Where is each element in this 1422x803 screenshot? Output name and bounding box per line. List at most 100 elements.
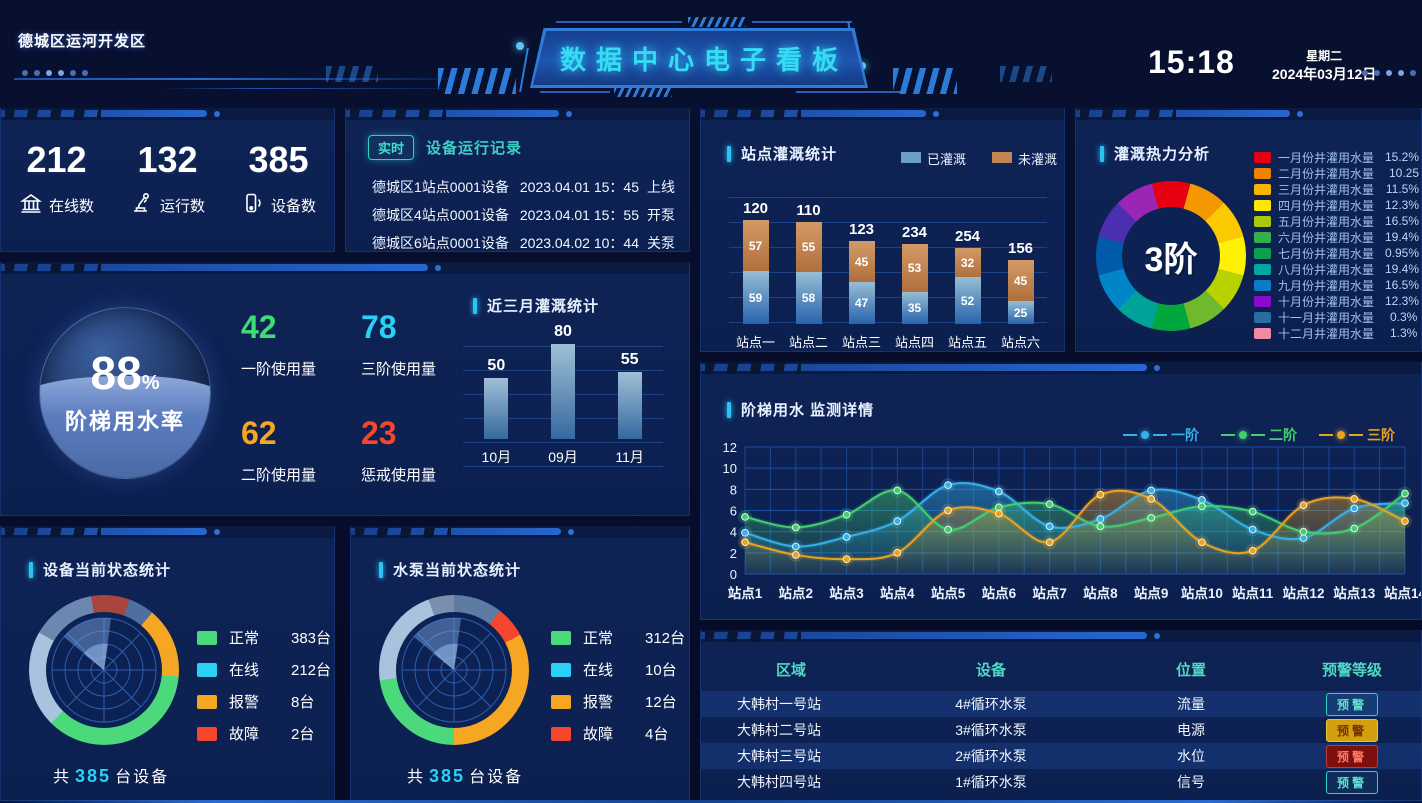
status-legend-item[interactable]: 故障 4台 <box>551 723 685 744</box>
water-label: 阶梯用水率 <box>64 409 185 434</box>
title-marker <box>727 145 731 162</box>
svg-text:站点10: 站点10 <box>1181 585 1223 601</box>
line-legend-item[interactable]: 一阶 <box>1123 425 1199 445</box>
stat-running: 132 运行数 <box>130 139 205 219</box>
device-status-ring-chart <box>29 595 179 745</box>
heat-legend-item[interactable]: 十二月井灌用水量 1.3% <box>1254 325 1419 341</box>
warning-badge[interactable]: 预警 <box>1326 770 1378 794</box>
svg-text:站点12: 站点12 <box>1282 585 1324 601</box>
table-row: 大韩村一号站 4#循环水泵 流量 预警 <box>701 691 1422 717</box>
metric-tier3: 78 三阶使用量 <box>361 309 437 378</box>
banner-bottom-line-2 <box>796 91 906 93</box>
heat-legend-item[interactable]: 十一月井灌用水量 0.3% <box>1254 309 1419 325</box>
status-legend-item[interactable]: 正常 312台 <box>551 627 685 648</box>
line-legend-item[interactable]: 二阶 <box>1221 425 1297 445</box>
device-status-title: 设备当前状态统计 <box>29 559 171 580</box>
realtime-badge: 实时 <box>368 135 415 160</box>
donut-center-label: 3阶 <box>1144 240 1198 279</box>
panel-decoration <box>346 108 689 120</box>
log-record: 德城区1站点 0001设备 2023.04.01 15：45 上线 <box>372 179 675 195</box>
banner-top-hatch <box>688 17 746 27</box>
column-header-level: 预警等级 <box>1321 662 1382 679</box>
legend-item-not-irrigated[interactable]: 未灌溉 <box>992 149 1057 168</box>
warning-badge[interactable]: 预警 <box>1326 744 1378 768</box>
panel-decoration <box>701 108 1064 120</box>
step-water-title: 阶梯用水 监测详情 <box>727 399 874 420</box>
bar-column: 50 10月 <box>481 357 512 465</box>
heat-legend-item[interactable]: 七月份井灌用水量 0.95% <box>1254 245 1419 261</box>
radar-grid <box>46 612 162 728</box>
status-legend-item[interactable]: 报警 8台 <box>197 691 331 712</box>
svg-text:站点9: 站点9 <box>1134 585 1169 601</box>
banner-bottom-hatch <box>614 87 672 97</box>
heat-legend-item[interactable]: 十月份井灌用水量 12.3% <box>1254 293 1419 309</box>
stacked-bar-column: 123 45 47 站点三 <box>841 221 881 350</box>
stat-label: 设备数 <box>270 197 316 215</box>
svg-text:站点7: 站点7 <box>1032 585 1067 601</box>
status-legend-item[interactable]: 故障 2台 <box>197 723 331 744</box>
svg-text:6: 6 <box>730 504 737 519</box>
stat-label: 运行数 <box>159 197 205 215</box>
stat-label: 在线数 <box>48 197 94 215</box>
panel-decoration <box>1076 108 1421 120</box>
header-divider-line <box>14 78 484 80</box>
device-total: 共 385 台设备 <box>53 766 170 786</box>
legend-item-irrigated[interactable]: 已灌溉 <box>901 149 966 168</box>
heat-legend-item[interactable]: 八月份井灌用水量 19.4% <box>1254 261 1419 277</box>
svg-text:站点14: 站点14 <box>1384 585 1421 601</box>
stat-online: 212 在线数 <box>19 139 94 219</box>
heat-legend-item[interactable]: 二月份井灌用水量 10.25 <box>1254 165 1419 181</box>
heat-legend-item[interactable]: 三月份井灌用水量 11.5% <box>1254 181 1419 197</box>
line-legend-item[interactable]: 三阶 <box>1319 425 1395 445</box>
table-row: 大韩村四号站 1#循环水泵 信号 预警 <box>701 769 1422 795</box>
water-ball: 88% 阶梯用水率 <box>39 307 211 479</box>
stacked-bar-column: 120 57 59 站点一 <box>735 200 775 350</box>
title-marker <box>1100 145 1104 162</box>
svg-text:12: 12 <box>723 441 737 455</box>
heat-legend: 一月份井灌用水量 15.2% 二月份井灌用水量 10.25 三月份井灌用水量 11.5% 四… <box>1254 149 1419 341</box>
region-label: 德城区运河开发区 <box>18 33 147 50</box>
svg-text:站点4: 站点4 <box>880 585 915 601</box>
panel-decoration <box>351 526 689 538</box>
heat-legend-item[interactable]: 四月份井灌用水量 12.3% <box>1254 197 1419 213</box>
water-fill <box>40 376 210 478</box>
pump-status-ring-chart <box>379 595 529 745</box>
title-marker <box>727 401 731 418</box>
warning-badge[interactable]: 预警 <box>1326 718 1378 742</box>
bar-column: 80 09月 <box>548 323 578 465</box>
title-marker <box>379 561 383 578</box>
device-count: 385 <box>248 139 309 180</box>
svg-text:0: 0 <box>730 567 737 582</box>
status-legend-item[interactable]: 在线 212台 <box>197 659 331 680</box>
banner-left-dot <box>516 42 524 50</box>
title-marker <box>29 561 33 578</box>
header: 德城区运河开发区 数据中心电子看板 15:18 星期二 2024年03月12日 <box>0 0 1422 106</box>
warning-badge[interactable]: 预警 <box>1326 692 1378 716</box>
header-hatch-right <box>893 68 957 94</box>
table-row: 大韩村二号站 3#循环水泵 电源 预警 <box>701 717 1422 743</box>
header-divider-line-2 <box>160 88 490 89</box>
svg-text:站点1: 站点1 <box>728 585 763 601</box>
status-legend-item[interactable]: 报警 12台 <box>551 691 685 712</box>
heat-legend-item[interactable]: 九月份井灌用水量 16.5% <box>1254 277 1419 293</box>
log-records: 德城区1站点 0001设备 2023.04.01 15：45 上线 德城区4站点 00… <box>372 173 675 257</box>
heat-legend-item[interactable]: 六月份井灌用水量 19.4% <box>1254 229 1419 245</box>
stacked-bar-column: 156 45 25 站点六 <box>1000 240 1040 350</box>
status-legend-item[interactable]: 正常 383台 <box>197 627 331 648</box>
clock-time: 15:18 <box>1148 44 1235 80</box>
svg-text:8: 8 <box>730 482 737 497</box>
panel-decoration <box>701 362 1421 374</box>
site-irrigation-chart: 120 57 59 站点一 110 55 58 站点二 123 45 47 站点三 234 53 35 站点四… <box>729 169 1047 351</box>
panel-decoration <box>1 108 334 120</box>
log-panel-title: 设备运行记录 <box>426 140 523 157</box>
heat-legend-item[interactable]: 一月份井灌用水量 15.2% <box>1254 149 1419 165</box>
bank-icon <box>19 191 43 219</box>
header-hatch-outer-right <box>1000 66 1052 82</box>
stats-panel: 212 在线数 132 运行数 385 设备数 <box>0 108 335 252</box>
svg-text:站点11: 站点11 <box>1232 585 1274 601</box>
metric-penalty: 23 惩戒使用量 <box>361 415 437 484</box>
heat-legend-item[interactable]: 五月份井灌用水量 16.5% <box>1254 213 1419 229</box>
title-banner: 数据中心电子看板 <box>530 28 868 88</box>
status-legend-item[interactable]: 在线 10台 <box>551 659 685 680</box>
pump-total: 共 385 台设备 <box>407 766 524 786</box>
